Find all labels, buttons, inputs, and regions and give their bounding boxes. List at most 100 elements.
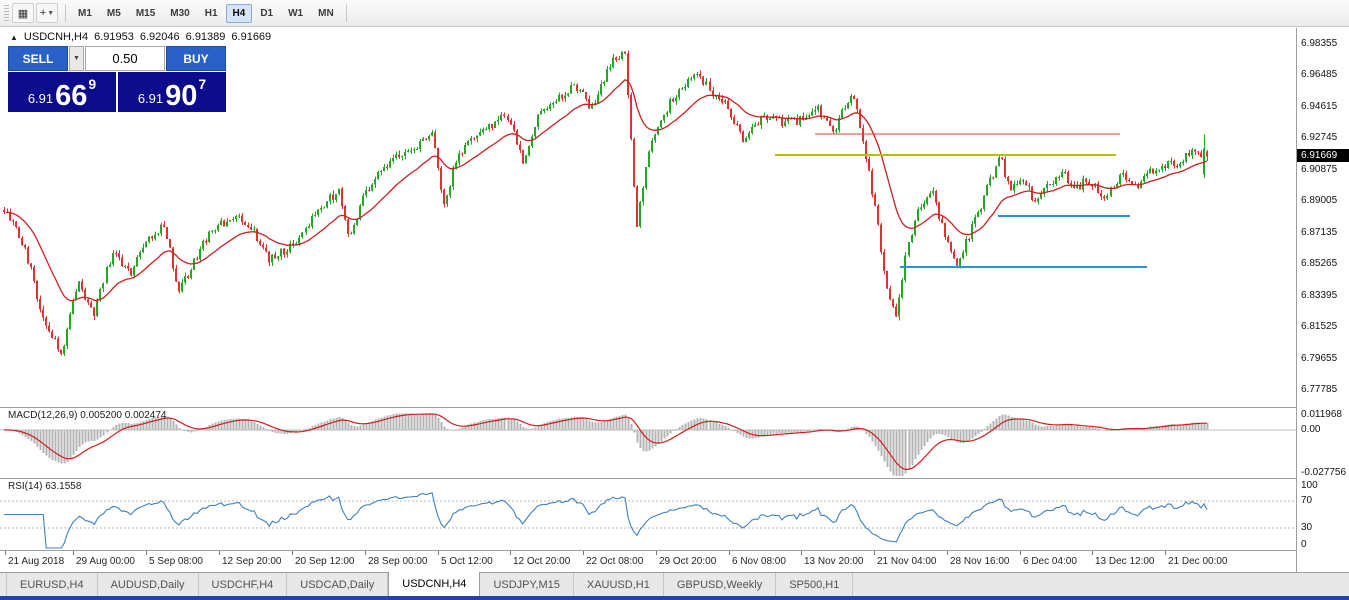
- price-axis-label: 6.87135: [1301, 227, 1338, 238]
- timeframe-button-m5[interactable]: M5: [100, 4, 128, 23]
- volume-dropdown-icon[interactable]: ▼: [69, 46, 84, 71]
- rsi-label: RSI(14) 63.1558: [8, 481, 82, 492]
- timeframe-button-m1[interactable]: M1: [71, 4, 99, 23]
- time-axis[interactable]: 21 Aug 2018 29 Aug 00:00 5 Sep 08:00 12 Sep…: [0, 551, 1296, 571]
- price-axis-label: 6.83395: [1301, 290, 1338, 301]
- time-tick: [73, 551, 74, 555]
- price-axis-label: 6.85265: [1301, 258, 1338, 269]
- buy-button[interactable]: BUY: [166, 46, 226, 71]
- current-price-tag: 6.91669: [1297, 149, 1349, 162]
- time-axis-label: 21 Dec 00:00: [1168, 556, 1228, 567]
- timeframe-button-h1[interactable]: H1: [198, 4, 225, 23]
- time-tick: [874, 551, 875, 555]
- time-axis-label: 12 Sep 20:00: [222, 556, 282, 567]
- chart-tab-usdcnh[interactable]: USDCNH,H4: [388, 572, 481, 596]
- toolbar-separator: [345, 4, 347, 22]
- time-axis-label: 5 Sep 08:00: [149, 556, 203, 567]
- macd-chart[interactable]: [0, 408, 1296, 478]
- time-tick: [5, 551, 6, 555]
- price-axis-label: 6.98355: [1301, 38, 1338, 49]
- rsi-chart[interactable]: [0, 479, 1296, 550]
- price-axis-label: 6.94615: [1301, 101, 1338, 112]
- macd-axis-label: 0.00: [1301, 424, 1321, 435]
- volume-input[interactable]: [85, 46, 165, 71]
- chart-window-icon[interactable]: ▦: [12, 3, 34, 23]
- oct-panel-toggle-icon[interactable]: ▲: [10, 32, 18, 42]
- time-axis-label: 28 Sep 00:00: [368, 556, 428, 567]
- timeframe-button-d1[interactable]: D1: [253, 4, 280, 23]
- time-axis-label: 12 Oct 20:00: [513, 556, 571, 567]
- one-click-trading-panel: SELL ▼ BUY 6.91 66 9 6.91 90 7: [8, 46, 226, 112]
- sell-button[interactable]: SELL: [8, 46, 68, 71]
- time-axis-label: 6 Dec 04:00: [1023, 556, 1077, 567]
- panel-separator: [0, 550, 1349, 551]
- toolbar-separator: [65, 4, 66, 22]
- time-tick: [146, 551, 147, 555]
- rsi-axis-label: 70: [1301, 495, 1313, 506]
- time-axis-label: 28 Nov 16:00: [950, 556, 1010, 567]
- taskbar-edge: [0, 596, 1349, 600]
- price-axis-label: 6.81525: [1301, 321, 1338, 332]
- price-axis-label: 6.92745: [1301, 132, 1338, 143]
- time-axis-label: 5 Oct 12:00: [441, 556, 493, 567]
- price-axis-label: 6.90875: [1301, 164, 1338, 175]
- price-axis[interactable]: 6.91669 6.98355 6.96485 6.94615 6.92745 6.90…: [1296, 28, 1349, 572]
- chart-tab-gbpusd[interactable]: GBPUSD,Weekly: [664, 573, 777, 596]
- time-axis-label: 29 Oct 20:00: [659, 556, 717, 567]
- buy-price-sup: 7: [198, 76, 207, 92]
- macd-label: MACD(12,26,9) 0.005200 0.002474: [8, 410, 167, 421]
- chart-tab-usdcad[interactable]: USDCAD,Daily: [287, 573, 389, 596]
- time-tick: [947, 551, 948, 555]
- time-axis-label: 13 Dec 12:00: [1095, 556, 1155, 567]
- chart-tab-usdchf[interactable]: USDCHF,H4: [199, 573, 288, 596]
- toolbar: ▦ + ▼ M1 M5 M15 M30 H1 H4 D1 W1 MN: [0, 0, 1349, 27]
- timeframe-button-h4[interactable]: H4: [225, 3, 253, 23]
- time-tick: [729, 551, 730, 555]
- high-value: 6.92046: [139, 31, 180, 43]
- panel-separator[interactable]: [0, 478, 1349, 479]
- macd-axis-label: -0.027756: [1301, 467, 1347, 478]
- panel-separator[interactable]: [0, 407, 1349, 408]
- chart-symbol-label: USDCNH,H4: [23, 31, 89, 43]
- sell-price-sup: 9: [88, 76, 97, 92]
- macd-axis-label: 0.011968: [1301, 409, 1342, 420]
- time-axis-label: 21 Aug 2018: [8, 556, 65, 567]
- price-axis-label: 6.96485: [1301, 69, 1338, 80]
- time-tick: [438, 551, 439, 555]
- rsi-axis-label: 30: [1301, 522, 1313, 533]
- time-tick: [656, 551, 657, 555]
- price-chart[interactable]: [0, 28, 1296, 407]
- time-axis-label: 22 Oct 08:00: [586, 556, 644, 567]
- crosshair-tool-icon[interactable]: + ▼: [36, 3, 58, 23]
- low-value: 6.91389: [185, 31, 226, 43]
- price-axis-label: 6.77785: [1301, 384, 1338, 395]
- close-value: 6.91669: [231, 31, 272, 43]
- time-tick: [510, 551, 511, 555]
- sell-price-display[interactable]: 6.91 66 9: [8, 72, 116, 112]
- timeframe-button-m30[interactable]: M30: [163, 4, 196, 23]
- timeframe-button-w1[interactable]: W1: [281, 4, 310, 23]
- time-tick: [1165, 551, 1166, 555]
- timeframe-button-m15[interactable]: M15: [129, 4, 162, 23]
- chart-tab-audusd[interactable]: AUDUSD,Daily: [98, 573, 199, 596]
- time-axis-label: 21 Nov 04:00: [877, 556, 937, 567]
- time-tick: [1092, 551, 1093, 555]
- buy-price-display[interactable]: 6.91 90 7: [118, 72, 226, 112]
- time-tick: [583, 551, 584, 555]
- timeframe-button-mn[interactable]: MN: [311, 4, 341, 23]
- rsi-axis-label: 0: [1301, 539, 1307, 550]
- chart-tab-eurusd[interactable]: EURUSD,H4: [6, 573, 98, 596]
- chart-tab-sp500[interactable]: SP500,H1: [776, 573, 854, 596]
- time-axis-label: 20 Sep 12:00: [295, 556, 355, 567]
- toolbar-grip[interactable]: [4, 5, 9, 21]
- chart-tab-usdjpy[interactable]: USDJPY,M15: [480, 573, 574, 596]
- time-tick: [1020, 551, 1021, 555]
- crosshair-glyph: +: [39, 7, 47, 19]
- time-tick: [219, 551, 220, 555]
- chart-tab-xauusd[interactable]: XAUUSD,H1: [574, 573, 664, 596]
- open-value: 6.91953: [94, 31, 134, 43]
- time-axis-label: 13 Nov 20:00: [804, 556, 864, 567]
- price-axis-label: 6.79655: [1301, 353, 1338, 364]
- time-tick: [365, 551, 366, 555]
